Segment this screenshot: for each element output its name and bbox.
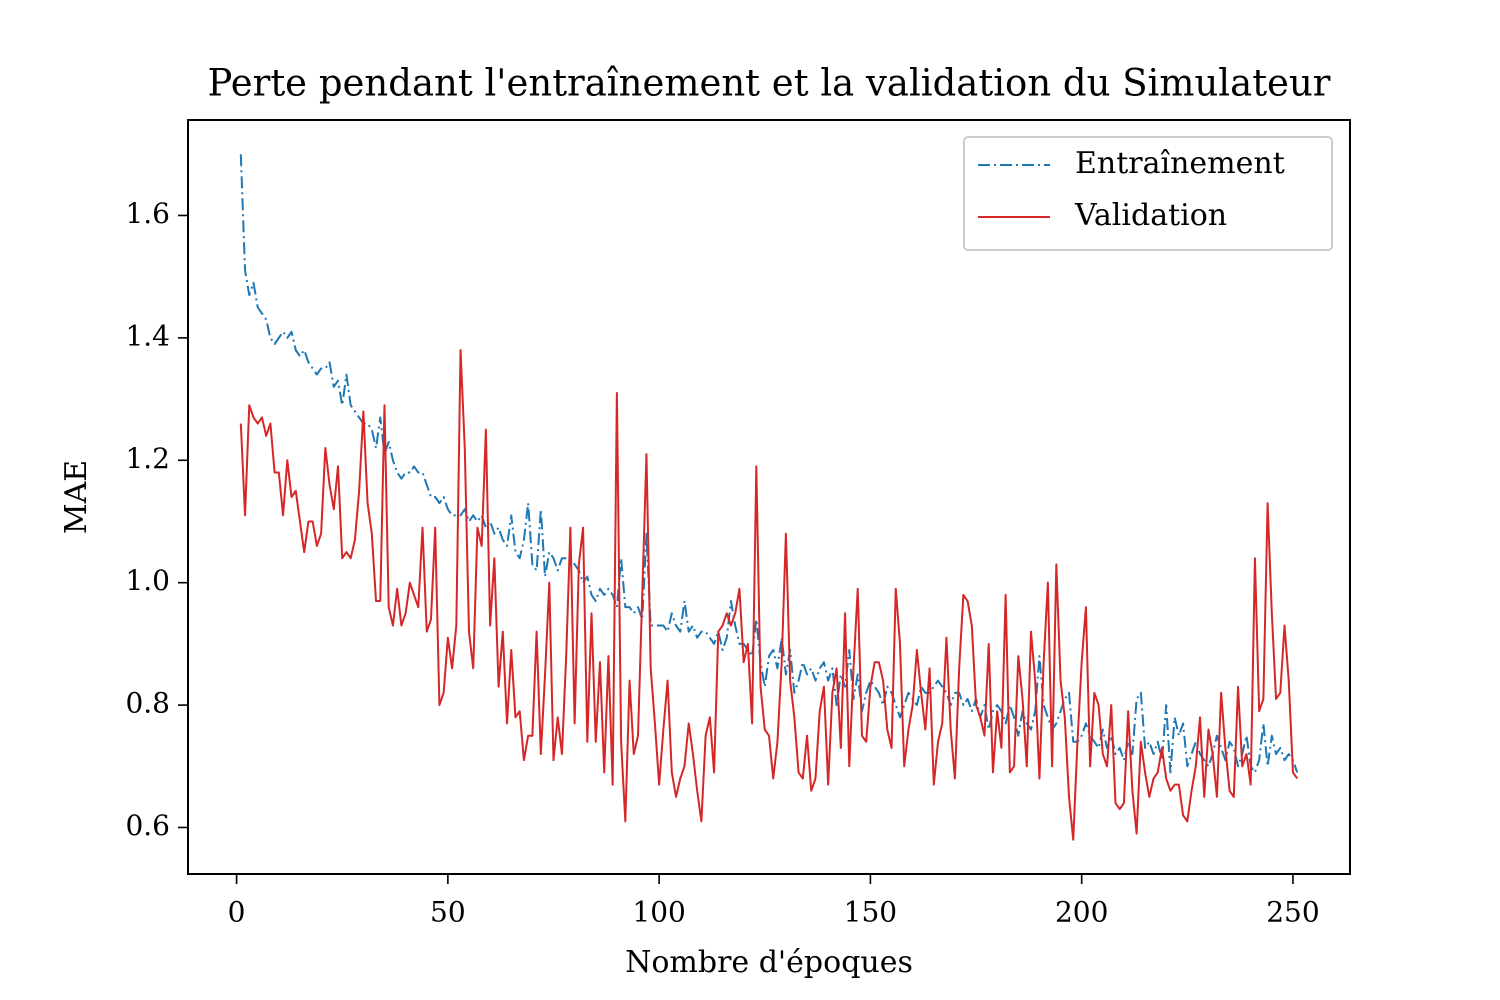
x-tick-label: 250 (1266, 896, 1319, 929)
legend-box (963, 136, 1333, 251)
x-tick-label: 200 (1055, 896, 1108, 929)
x-axis-label: Nombre d'époques (625, 945, 913, 980)
y-tick-label: 1.4 (125, 319, 170, 352)
legend-label: Validation (1074, 198, 1227, 233)
x-tick-label: 0 (228, 896, 246, 929)
y-tick-label: 1.0 (125, 564, 170, 597)
y-axis-label: MAE (59, 460, 94, 534)
plot-frame (187, 119, 1351, 875)
legend-label: Entraînement (1075, 146, 1285, 181)
series-line (239, 154, 1299, 774)
y-tick-label: 1.6 (125, 197, 170, 230)
y-tick-label: 1.2 (125, 442, 170, 475)
series-line (239, 349, 1299, 841)
x-tick-label: 100 (632, 896, 685, 929)
x-tick-label: 50 (430, 896, 466, 929)
y-tick-label: 0.8 (125, 687, 170, 720)
y-tick-label: 0.6 (125, 809, 170, 842)
x-tick-label: 150 (844, 896, 897, 929)
chart-title: Perte pendant l'entraînement et la valid… (208, 62, 1331, 105)
